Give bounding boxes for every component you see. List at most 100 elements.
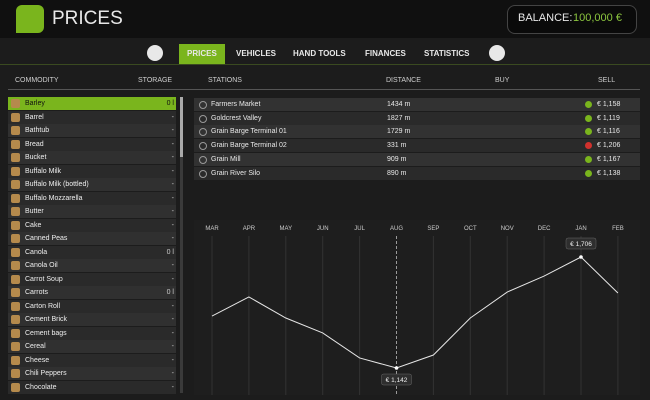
month-label: OCT bbox=[464, 226, 477, 232]
balance-label: BALANCE: bbox=[518, 12, 573, 24]
station-name: Grain Mill bbox=[211, 155, 241, 163]
commodity-icon bbox=[11, 301, 20, 311]
station-row[interactable] bbox=[194, 139, 640, 153]
commodity-storage: - bbox=[171, 154, 174, 161]
tab[interactable]: FINANCES bbox=[365, 49, 406, 58]
commodity-icon bbox=[11, 369, 20, 378]
commodity-storage: - bbox=[171, 316, 174, 323]
station-name: Grain River Silo bbox=[211, 169, 261, 177]
station-name: Grain Barge Terminal 02 bbox=[211, 142, 287, 150]
commodity-row[interactable] bbox=[8, 97, 176, 110]
commodity-storage: - bbox=[171, 370, 174, 377]
tab[interactable]: VEHICLES bbox=[236, 49, 277, 58]
column-header: COMMODITY bbox=[15, 77, 59, 84]
commodity-icon bbox=[11, 220, 20, 230]
logo bbox=[16, 5, 44, 33]
page-title: PRICES bbox=[52, 8, 123, 29]
tab[interactable]: STATISTICS bbox=[424, 49, 470, 58]
commodity-row[interactable] bbox=[8, 259, 176, 272]
commodity-name: Cement bags bbox=[25, 329, 67, 337]
commodity-row[interactable] bbox=[8, 286, 176, 299]
commodity-name: Chili Peppers bbox=[25, 370, 67, 377]
commodity-icon bbox=[11, 274, 20, 284]
commodity-row[interactable] bbox=[8, 380, 176, 394]
commodity-storage: - bbox=[171, 140, 174, 148]
commodity-icon bbox=[11, 99, 20, 108]
sell-trend-icon bbox=[585, 142, 592, 150]
station-row[interactable] bbox=[194, 166, 640, 180]
station-row[interactable] bbox=[194, 111, 640, 125]
commodity-row[interactable] bbox=[8, 110, 176, 124]
next-arrow[interactable] bbox=[489, 45, 505, 61]
commodity-name: Cereal bbox=[25, 343, 46, 350]
commodity-row[interactable] bbox=[8, 191, 176, 205]
commodity-name: Carrots bbox=[25, 289, 48, 296]
commodity-row[interactable] bbox=[8, 164, 176, 178]
commodity-row[interactable] bbox=[8, 151, 176, 164]
station-row[interactable] bbox=[194, 125, 640, 139]
month-label: JUL bbox=[354, 226, 365, 232]
commodity-icon bbox=[11, 261, 20, 270]
commodity-storage: 0 l bbox=[166, 100, 174, 107]
commodity-name: Butter bbox=[25, 208, 44, 215]
station-distance: 890 m bbox=[387, 169, 407, 177]
commodity-storage: - bbox=[171, 208, 174, 215]
commodity-row[interactable] bbox=[8, 137, 176, 151]
commodity-name: Buffalo Milk bbox=[25, 167, 62, 175]
commodity-icon bbox=[11, 315, 20, 324]
commodity-icon bbox=[11, 166, 20, 176]
commodity-name: Bread bbox=[25, 140, 44, 148]
commodity-row[interactable] bbox=[8, 178, 176, 191]
commodity-row[interactable] bbox=[8, 272, 176, 286]
column-header: STATIONS bbox=[208, 77, 242, 84]
commodity-icon bbox=[11, 288, 20, 297]
commodity-name: Cheese bbox=[25, 356, 50, 364]
commodity-row[interactable] bbox=[8, 367, 176, 380]
commodity-icon bbox=[11, 126, 20, 135]
header-line bbox=[8, 89, 640, 90]
balance-value: 100,000 € bbox=[573, 12, 622, 24]
commodity-icon bbox=[11, 234, 20, 243]
commodity-icon bbox=[11, 153, 20, 162]
station-name: Goldcrest Valley bbox=[211, 114, 262, 122]
commodity-row[interactable] bbox=[8, 124, 176, 137]
prev-arrow[interactable] bbox=[147, 45, 163, 61]
station-distance: 1434 m bbox=[387, 101, 411, 108]
commodity-icon bbox=[11, 139, 20, 149]
commodity-row[interactable] bbox=[8, 299, 176, 313]
chart-area bbox=[194, 220, 640, 395]
price-point bbox=[579, 255, 583, 259]
commodity-storage: - bbox=[171, 127, 174, 134]
commodity-icon bbox=[11, 382, 20, 392]
tab[interactable]: HAND TOOLS bbox=[293, 49, 346, 58]
value-label-box bbox=[565, 237, 597, 250]
sell-trend-icon bbox=[585, 169, 592, 177]
station-name: Grain Barge Terminal 01 bbox=[211, 128, 287, 136]
sell-trend-icon bbox=[585, 128, 592, 136]
commodity-row[interactable] bbox=[8, 232, 176, 245]
month-label: SEP bbox=[427, 226, 439, 232]
commodity-storage: - bbox=[171, 181, 174, 188]
commodity-row[interactable] bbox=[8, 205, 176, 218]
commodity-row[interactable] bbox=[8, 326, 176, 340]
month-label: JAN bbox=[575, 226, 586, 232]
tab[interactable]: PRICES bbox=[179, 44, 225, 64]
station-icon bbox=[199, 169, 207, 178]
month-label: JUN bbox=[317, 226, 329, 232]
commodity-row[interactable] bbox=[8, 353, 176, 367]
commodity-row[interactable] bbox=[8, 340, 176, 353]
station-distance: 1729 m bbox=[387, 128, 411, 136]
commodity-icon bbox=[11, 207, 20, 216]
commodity-name: Carrot Soup bbox=[25, 275, 63, 283]
station-sell-price: € 1,167 bbox=[597, 155, 621, 163]
commodity-row[interactable] bbox=[8, 218, 176, 232]
station-name: Farmers Market bbox=[211, 101, 261, 108]
commodity-storage: - bbox=[171, 113, 174, 121]
commodity-row[interactable] bbox=[8, 245, 176, 259]
station-row[interactable] bbox=[194, 98, 640, 111]
station-row[interactable] bbox=[194, 152, 640, 166]
station-sell-price: € 1,119 bbox=[597, 114, 620, 122]
station-icon bbox=[199, 101, 207, 109]
station-distance: 909 m bbox=[387, 155, 407, 163]
commodity-row[interactable] bbox=[8, 313, 176, 326]
